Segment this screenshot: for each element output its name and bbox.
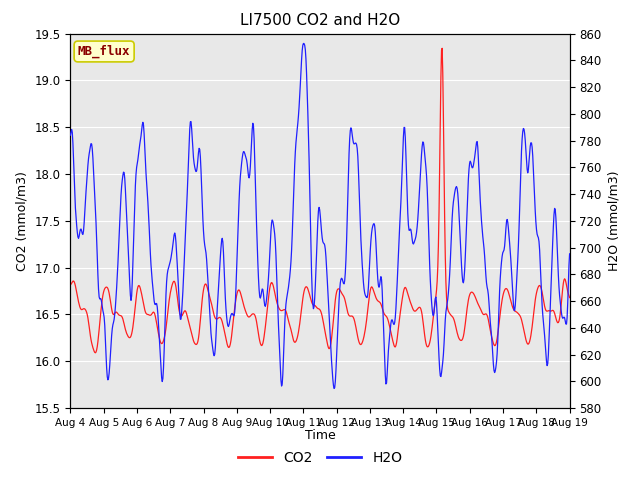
Y-axis label: CO2 (mmol/m3): CO2 (mmol/m3) — [16, 171, 29, 271]
Title: LI7500 CO2 and H2O: LI7500 CO2 and H2O — [240, 13, 400, 28]
Y-axis label: H2O (mmol/m3): H2O (mmol/m3) — [607, 170, 620, 271]
Text: MB_flux: MB_flux — [78, 45, 131, 58]
X-axis label: Time: Time — [305, 429, 335, 442]
Legend: CO2, H2O: CO2, H2O — [232, 445, 408, 471]
